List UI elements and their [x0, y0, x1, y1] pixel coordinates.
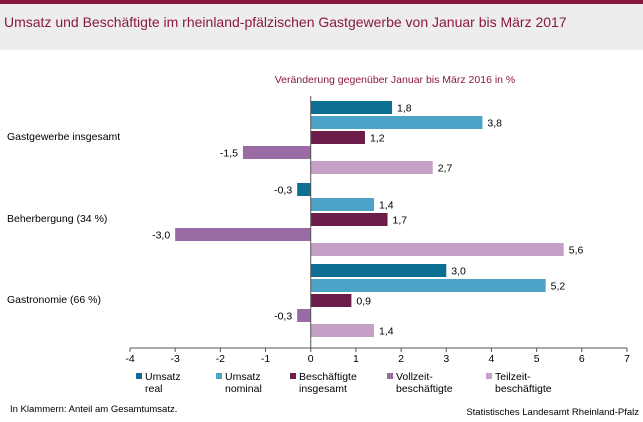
legend-swatch [290, 373, 296, 379]
bar [310, 161, 433, 174]
legend-swatch [486, 373, 492, 379]
legend-label: Umsatz [145, 371, 181, 383]
x-tick-label: 4 [489, 353, 495, 365]
bar [310, 116, 483, 129]
legend-label: beschäftigte [396, 383, 453, 395]
data-label: -3,0 [152, 230, 170, 242]
x-tick-label: -2 [216, 353, 225, 365]
data-label: -0,3 [274, 185, 292, 197]
bar [310, 264, 447, 277]
x-tick-label: -1 [261, 353, 270, 365]
x-tick-label: 2 [398, 353, 404, 365]
x-tick-label: -4 [125, 353, 134, 365]
legend-swatch [136, 373, 142, 379]
bar [310, 324, 374, 337]
legend-label: nominal [225, 383, 262, 395]
data-label: 3,8 [487, 118, 502, 130]
x-tick-label: 0 [308, 353, 314, 365]
data-label: 0,9 [356, 296, 371, 308]
data-label: 5,2 [551, 281, 566, 293]
category-label: Gastgewerbe insgesamt [7, 131, 120, 143]
bar [242, 146, 311, 159]
legend-label: insgesamt [299, 383, 347, 395]
legend-label: Beschäftigte [299, 371, 357, 383]
top-accent-bar [0, 0, 643, 4]
data-label: 2,7 [438, 163, 453, 175]
x-tick-label: 6 [579, 353, 585, 365]
category-label: Beherbergung (34 %) [7, 213, 107, 225]
bar [310, 198, 374, 211]
legend-label: beschäftigte [495, 383, 552, 395]
legend-label: Umsatz [225, 371, 261, 383]
category-label: Gastronomie (66 %) [7, 294, 101, 306]
chart-subtitle: Veränderung gegenüber Januar bis März 20… [275, 74, 516, 86]
data-label: 1,4 [379, 326, 394, 338]
data-label: 5,6 [569, 245, 584, 257]
data-label: 1,7 [393, 215, 408, 227]
x-tick-label: 3 [443, 353, 449, 365]
bar [310, 213, 388, 226]
chart-title: Umsatz und Beschäftigte im rheinland-pfä… [4, 14, 567, 30]
bar [310, 279, 546, 292]
title-banner: Umsatz und Beschäftigte im rheinland-pfä… [0, 4, 643, 50]
bar [297, 309, 311, 322]
legend-label: Vollzeit- [396, 371, 433, 383]
bar [310, 131, 365, 144]
legend-swatch [216, 373, 222, 379]
bar [310, 101, 393, 114]
source-note: Statistisches Landesamt Rheinland-Pfalz [466, 407, 639, 418]
legend-label: Teilzeit- [495, 371, 531, 383]
x-tick-label: 5 [534, 353, 540, 365]
legend-label: real [145, 383, 163, 395]
data-label: -0,3 [274, 311, 292, 323]
footnote: In Klammern: Anteil am Gesamtumsatz. [10, 404, 178, 415]
bar [175, 228, 311, 241]
x-tick-label: 7 [624, 353, 630, 365]
data-label: 1,8 [397, 103, 412, 115]
data-label: 1,4 [379, 200, 394, 212]
x-tick-label: 1 [353, 353, 359, 365]
bar [310, 294, 352, 307]
legend-swatch [387, 373, 393, 379]
x-tick-label: -3 [171, 353, 180, 365]
bar [297, 183, 311, 196]
data-label: -1,5 [220, 148, 238, 160]
data-label: 1,2 [370, 133, 385, 145]
data-label: 3,0 [451, 266, 466, 278]
bar [310, 243, 564, 256]
